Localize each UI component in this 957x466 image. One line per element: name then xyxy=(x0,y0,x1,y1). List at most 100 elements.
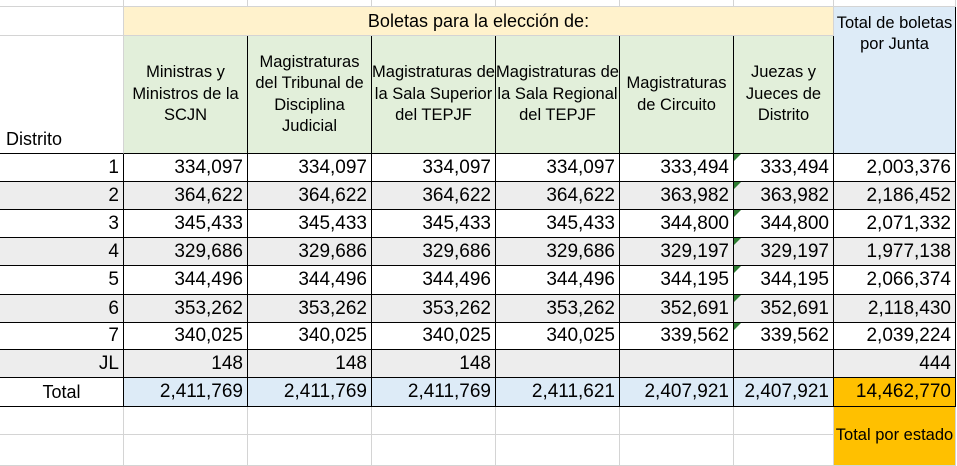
value-cell[interactable]: 340,025 xyxy=(124,323,248,350)
empty-cell[interactable] xyxy=(124,407,248,435)
empty-cell[interactable] xyxy=(496,435,620,466)
value-cell[interactable]: 352,691 xyxy=(734,295,834,323)
column-total-cell[interactable]: 2,411,769 xyxy=(248,378,372,407)
value-cell[interactable]: 353,262 xyxy=(124,295,248,323)
empty-cell[interactable] xyxy=(620,407,734,435)
value-cell[interactable]: 345,433 xyxy=(372,210,496,238)
column-header-1[interactable]: Ministras y Ministros de la SCJN xyxy=(124,36,248,154)
value-cell[interactable]: 364,622 xyxy=(496,182,620,210)
district-label[interactable]: JL xyxy=(0,350,124,378)
empty-cell[interactable] xyxy=(248,407,372,435)
value-cell[interactable]: 333,494 xyxy=(620,154,734,182)
row-total-cell[interactable]: 444 xyxy=(834,350,956,378)
value-cell[interactable]: 352,691 xyxy=(620,295,734,323)
value-cell[interactable]: 344,800 xyxy=(734,210,834,238)
empty-cell[interactable] xyxy=(620,0,734,7)
row-total-cell[interactable]: 2,118,430 xyxy=(834,295,956,323)
grand-total-cell[interactable]: 14,462,770 xyxy=(834,378,956,407)
value-cell[interactable]: 363,982 xyxy=(620,182,734,210)
value-cell[interactable]: 329,197 xyxy=(734,238,834,266)
row-total-cell[interactable]: 2,003,376 xyxy=(834,154,956,182)
value-cell[interactable]: 363,982 xyxy=(734,182,834,210)
empty-cell[interactable] xyxy=(0,435,124,466)
column-header-5[interactable]: Magistraturas de Circuito xyxy=(620,36,734,154)
value-cell[interactable]: 345,433 xyxy=(124,210,248,238)
district-label[interactable]: 5 xyxy=(0,266,124,295)
column-total-cell[interactable]: 2,407,921 xyxy=(734,378,834,407)
value-cell[interactable]: 353,262 xyxy=(248,295,372,323)
row-total-cell[interactable]: 2,186,452 xyxy=(834,182,956,210)
district-label[interactable]: 7 xyxy=(0,323,124,350)
empty-cell[interactable] xyxy=(248,0,372,7)
value-cell[interactable]: 339,562 xyxy=(734,323,834,350)
value-cell[interactable]: 334,097 xyxy=(372,154,496,182)
empty-cell[interactable] xyxy=(124,0,248,7)
value-cell[interactable]: 329,686 xyxy=(372,238,496,266)
district-label[interactable]: 4 xyxy=(0,238,124,266)
value-cell[interactable]: 339,562 xyxy=(620,323,734,350)
value-cell[interactable] xyxy=(734,350,834,378)
value-cell[interactable]: 344,496 xyxy=(372,266,496,295)
column-header-3[interactable]: Magistraturas de la Sala Superior del TE… xyxy=(372,36,496,154)
total-row-label[interactable]: Total xyxy=(0,378,124,407)
banner-cell[interactable]: Boletas para la elección de: xyxy=(124,7,834,36)
empty-cell[interactable] xyxy=(372,407,496,435)
row-total-cell[interactable]: 2,039,224 xyxy=(834,323,956,350)
row-total-cell[interactable]: 1,977,138 xyxy=(834,238,956,266)
empty-cell[interactable] xyxy=(734,407,834,435)
value-cell[interactable]: 329,686 xyxy=(124,238,248,266)
column-header-4[interactable]: Magistraturas de la Sala Regional del TE… xyxy=(496,36,620,154)
value-cell[interactable]: 344,496 xyxy=(496,266,620,295)
column-header-6[interactable]: Juezas y Jueces de Distrito xyxy=(734,36,834,154)
column-total-cell[interactable]: 2,407,921 xyxy=(620,378,734,407)
value-cell[interactable]: 329,197 xyxy=(620,238,734,266)
empty-cell[interactable] xyxy=(496,407,620,435)
value-cell[interactable] xyxy=(620,350,734,378)
column-total-cell[interactable]: 2,411,769 xyxy=(372,378,496,407)
value-cell[interactable]: 344,496 xyxy=(124,266,248,295)
value-cell[interactable]: 340,025 xyxy=(496,323,620,350)
empty-cell[interactable] xyxy=(0,0,124,7)
column-total-cell[interactable]: 2,411,769 xyxy=(124,378,248,407)
state-total-label-cell[interactable]: Total por estado xyxy=(834,407,956,466)
empty-cell[interactable] xyxy=(734,435,834,466)
value-cell[interactable] xyxy=(496,350,620,378)
value-cell[interactable]: 344,195 xyxy=(734,266,834,295)
district-label[interactable]: 1 xyxy=(0,154,124,182)
empty-cell[interactable] xyxy=(0,7,124,36)
value-cell[interactable]: 329,686 xyxy=(248,238,372,266)
empty-cell[interactable] xyxy=(124,435,248,466)
value-cell[interactable]: 345,433 xyxy=(248,210,372,238)
district-label[interactable]: 3 xyxy=(0,210,124,238)
value-cell[interactable]: 364,622 xyxy=(248,182,372,210)
value-cell[interactable]: 344,496 xyxy=(248,266,372,295)
empty-cell[interactable] xyxy=(734,0,834,7)
row-total-cell[interactable]: 2,066,374 xyxy=(834,266,956,295)
row-header-cell[interactable]: Distrito xyxy=(0,36,124,154)
total-column-header[interactable]: Total de boletas por Junta xyxy=(834,7,956,154)
value-cell[interactable]: 334,097 xyxy=(496,154,620,182)
empty-cell[interactable] xyxy=(620,435,734,466)
value-cell[interactable]: 353,262 xyxy=(372,295,496,323)
district-label[interactable]: 2 xyxy=(0,182,124,210)
empty-cell[interactable] xyxy=(372,0,496,7)
value-cell[interactable]: 353,262 xyxy=(496,295,620,323)
empty-cell[interactable] xyxy=(496,0,620,7)
column-total-cell[interactable]: 2,411,621 xyxy=(496,378,620,407)
value-cell[interactable]: 148 xyxy=(124,350,248,378)
value-cell[interactable]: 344,800 xyxy=(620,210,734,238)
district-label[interactable]: 6 xyxy=(0,295,124,323)
value-cell[interactable]: 334,097 xyxy=(124,154,248,182)
row-total-cell[interactable]: 2,071,332 xyxy=(834,210,956,238)
value-cell[interactable]: 364,622 xyxy=(372,182,496,210)
value-cell[interactable]: 334,097 xyxy=(248,154,372,182)
value-cell[interactable]: 148 xyxy=(248,350,372,378)
value-cell[interactable]: 148 xyxy=(372,350,496,378)
value-cell[interactable]: 364,622 xyxy=(124,182,248,210)
value-cell[interactable]: 333,494 xyxy=(734,154,834,182)
value-cell[interactable]: 345,433 xyxy=(496,210,620,238)
value-cell[interactable]: 340,025 xyxy=(248,323,372,350)
empty-cell[interactable] xyxy=(372,435,496,466)
empty-cell[interactable] xyxy=(0,407,124,435)
empty-cell[interactable] xyxy=(834,0,956,7)
